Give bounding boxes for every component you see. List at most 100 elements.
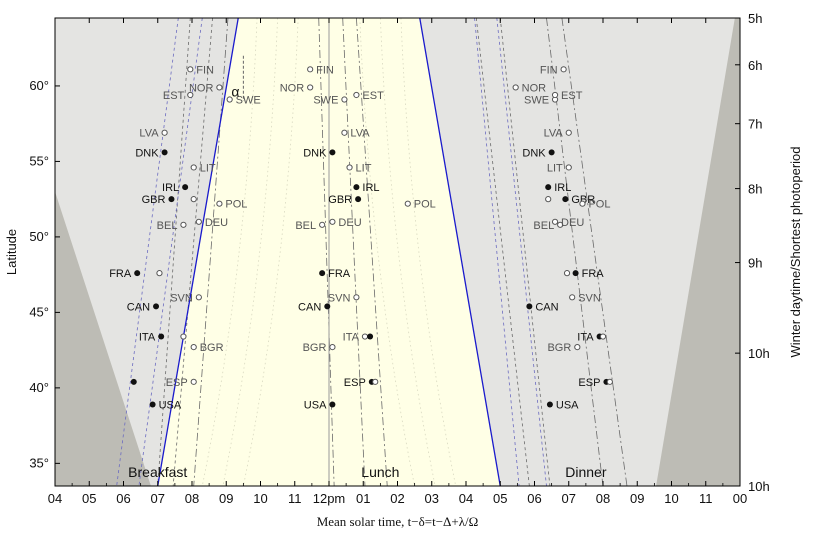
meal-label-breakfast: Breakfast bbox=[128, 464, 187, 480]
data-point-filled bbox=[526, 303, 533, 310]
data-point-hollow bbox=[569, 294, 576, 301]
dashed-guide-line bbox=[475, 18, 530, 486]
data-point-hollow bbox=[579, 200, 586, 207]
meal-label-lunch: Lunch bbox=[361, 464, 399, 480]
data-point-hollow bbox=[341, 129, 348, 136]
dashed-guide-line bbox=[546, 18, 604, 486]
y-tick-label: 50° bbox=[29, 229, 49, 244]
data-point-hollow bbox=[190, 344, 197, 351]
country-label: SVN bbox=[328, 292, 351, 304]
data-point-hollow bbox=[599, 333, 607, 340]
data-point-filled bbox=[545, 184, 552, 191]
x-tick-label: 11 bbox=[699, 491, 713, 506]
dashed-guide-line bbox=[193, 18, 229, 486]
x-tick-label: 05 bbox=[82, 491, 96, 506]
data-point-hollow bbox=[353, 91, 360, 99]
data-point-hollow bbox=[216, 84, 223, 91]
faint-guide-curve bbox=[359, 18, 416, 486]
data-point-filled bbox=[329, 401, 336, 408]
sunset-line bbox=[419, 18, 501, 486]
x-tick-label: 10 bbox=[664, 491, 678, 506]
faint-guide-curve bbox=[400, 18, 457, 486]
country-label: POL bbox=[414, 199, 436, 211]
country-label: NOR bbox=[189, 82, 214, 94]
night-left-region bbox=[55, 191, 151, 486]
x-tick-label: 04 bbox=[48, 491, 62, 506]
data-point-filled bbox=[161, 149, 168, 156]
country-label: BEL bbox=[295, 220, 316, 232]
data-point-filled bbox=[353, 184, 360, 191]
country-label: EST bbox=[163, 90, 185, 102]
data-point-filled bbox=[134, 270, 141, 277]
x-tick-label: 04 bbox=[459, 491, 473, 506]
data-point-filled bbox=[158, 333, 165, 340]
country-label: ESP bbox=[166, 377, 188, 389]
country-label: LVA bbox=[139, 128, 159, 140]
dashed-guide-line bbox=[342, 18, 366, 486]
country-label: LVA bbox=[544, 128, 564, 140]
country-label: DEU bbox=[561, 217, 584, 229]
data-point-hollow bbox=[187, 91, 194, 99]
data-point-hollow bbox=[190, 378, 197, 385]
right-tick-label: 6h bbox=[748, 58, 762, 73]
faint-guide-curve bbox=[222, 18, 279, 486]
country-label: USA bbox=[556, 399, 579, 411]
series-lunch: FIN NOR SWE EST LVA DNK LIT IRL GBR POL BEL DEU FRA S… bbox=[280, 64, 436, 411]
x-tick-label: 06 bbox=[527, 491, 541, 506]
dashed-guide-line bbox=[318, 18, 335, 486]
data-point-hollow bbox=[574, 344, 581, 351]
alpha-label: α bbox=[231, 83, 239, 99]
reference-lines bbox=[116, 18, 628, 486]
y-tick-label: 55° bbox=[29, 153, 49, 168]
right-tick-label: 9h bbox=[748, 256, 762, 271]
country-label: IRL bbox=[162, 182, 179, 194]
data-point-filled bbox=[319, 270, 326, 277]
country-label: POL bbox=[588, 199, 610, 211]
country-label: BGR bbox=[200, 342, 224, 354]
x-tick-label: 07 bbox=[151, 491, 165, 506]
data-point-filled bbox=[546, 401, 553, 408]
data-point-hollow bbox=[180, 221, 187, 228]
data-point-filled bbox=[548, 149, 555, 156]
country-label: DEU bbox=[338, 217, 361, 229]
data-point-hollow bbox=[560, 66, 567, 73]
x-tick-label: 08 bbox=[596, 491, 610, 506]
x-tick-label: 08 bbox=[185, 491, 199, 506]
country-label: GBR bbox=[571, 194, 595, 206]
country-label: ESP bbox=[578, 377, 600, 389]
data-point-hollow bbox=[161, 129, 168, 136]
right-tick-label: 7h bbox=[748, 117, 762, 132]
x-tick-label: 03 bbox=[425, 491, 439, 506]
x-axis-title: Mean solar time, t−δ=t−Δ+λ/Ω bbox=[317, 514, 479, 529]
right-tick-label: 5h bbox=[748, 11, 762, 26]
dashed-guide-line bbox=[157, 18, 191, 486]
data-point-hollow bbox=[512, 84, 519, 91]
data-point-hollow bbox=[551, 218, 559, 225]
right-tick-label: 10h bbox=[748, 346, 770, 361]
dashed-guide-line bbox=[499, 18, 551, 486]
y-axis-title: Latitude bbox=[4, 229, 19, 275]
y-tick-label: 40° bbox=[29, 380, 49, 395]
country-label: NOR bbox=[280, 82, 305, 94]
country-label: EST bbox=[561, 90, 583, 102]
country-label: USA bbox=[159, 399, 182, 411]
country-label: SWE bbox=[313, 95, 338, 107]
country-label: CAN bbox=[127, 301, 150, 313]
data-point-hollow bbox=[361, 333, 369, 340]
country-label: SVN bbox=[170, 292, 193, 304]
data-point-filled bbox=[572, 270, 579, 277]
data-point-filled bbox=[149, 401, 156, 408]
x-tick-label: 01 bbox=[356, 491, 370, 506]
x-tick-label: 11 bbox=[288, 491, 302, 506]
data-point-filled bbox=[562, 196, 569, 203]
country-label: ITA bbox=[577, 332, 594, 344]
data-point-hollow bbox=[329, 218, 336, 225]
country-label: ITA bbox=[343, 332, 360, 344]
country-label: DNK bbox=[522, 147, 546, 159]
data-point-filled bbox=[130, 378, 137, 385]
country-label: GBR bbox=[328, 194, 352, 206]
